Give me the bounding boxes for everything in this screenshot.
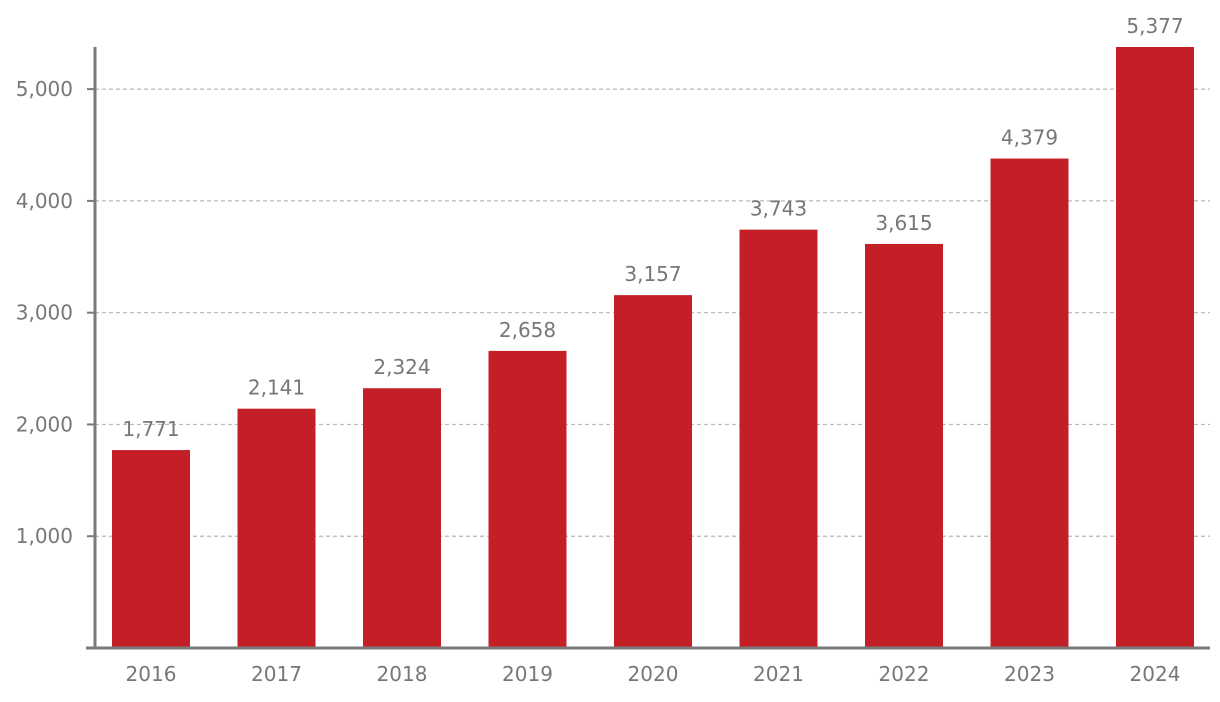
x-axis-category-labels: 2016 2017 2018 2019 2020 2021 2022 2023 2024 — [126, 662, 1181, 686]
bar-value-label: 2,141 — [248, 376, 305, 400]
x-tick-label: 2018 — [377, 662, 428, 686]
x-tick-label: 2017 — [251, 662, 302, 686]
bar-value-labels: 1,771 2,141 2,324 2,658 3,157 3,743 3,615 4,379… — [122, 14, 1183, 441]
x-tick-label: 2024 — [1130, 662, 1181, 686]
x-tick-label: 2016 — [126, 662, 177, 686]
bar-value-label: 2,658 — [499, 318, 556, 342]
x-tick-label: 2022 — [879, 662, 930, 686]
x-tick-label: 2021 — [753, 662, 804, 686]
y-tick-label: 4,000 — [16, 189, 73, 213]
bar-2018 — [363, 388, 441, 648]
bar-2016 — [112, 450, 190, 648]
bar-2019 — [488, 350, 567, 648]
bar-value-label: 4,379 — [1001, 126, 1058, 150]
y-tick-label: 2,000 — [16, 412, 73, 436]
bar-2017 — [237, 408, 316, 648]
y-tick-label: 3,000 — [16, 301, 73, 325]
y-axis-tick-labels: 1,000 2,000 3,000 4,000 5,000 — [16, 77, 73, 548]
x-tick-label: 2019 — [502, 662, 553, 686]
bar-2023 — [990, 158, 1069, 648]
bar-value-label: 3,615 — [875, 211, 932, 235]
x-tick-label: 2023 — [1004, 662, 1055, 686]
bar-value-label: 3,157 — [624, 262, 681, 286]
bar-2021 — [739, 229, 818, 648]
axes — [86, 47, 1210, 650]
bar-value-label: 1,771 — [122, 417, 179, 441]
bar-2022 — [865, 243, 943, 648]
y-tick-label: 5,000 — [16, 77, 73, 101]
y-tick-label: 1,000 — [16, 524, 73, 548]
bar-value-label: 5,377 — [1126, 14, 1183, 38]
bar-2020 — [614, 295, 692, 648]
bar-value-label: 2,324 — [373, 355, 430, 379]
bar-2024 — [1116, 47, 1194, 648]
bars — [112, 47, 1194, 648]
bar-value-label: 3,743 — [750, 197, 807, 221]
x-tick-label: 2020 — [628, 662, 679, 686]
